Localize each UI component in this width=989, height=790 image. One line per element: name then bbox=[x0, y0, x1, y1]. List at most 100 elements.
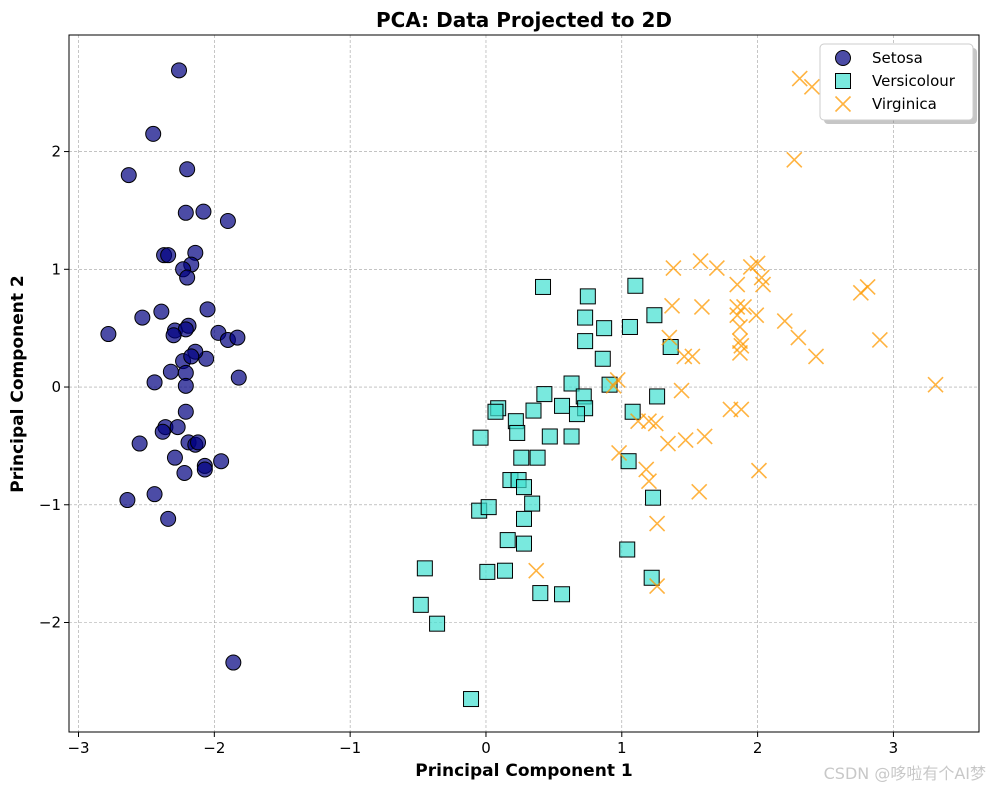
x-axis-ticks: −3 −2 −1 0 1 2 3 bbox=[67, 732, 898, 757]
y-axis-ticks: −2 −1 0 1 2 bbox=[39, 143, 69, 632]
setosa-point bbox=[145, 125, 162, 142]
versicolour-point bbox=[472, 429, 489, 446]
versicolour-point bbox=[516, 510, 532, 527]
versicolour-point bbox=[645, 489, 662, 506]
versicolour-point bbox=[620, 453, 637, 470]
versicolour-point bbox=[525, 402, 542, 419]
virginica-point bbox=[663, 297, 681, 314]
watermark: CSDN @哆啦有个AI梦 bbox=[824, 764, 986, 783]
setosa-point bbox=[146, 486, 163, 503]
x-tick-label: 1 bbox=[617, 739, 627, 757]
setosa-point bbox=[153, 303, 170, 320]
versicolour-point bbox=[429, 615, 446, 632]
versicolour-point bbox=[509, 424, 526, 441]
virginica-point bbox=[677, 431, 694, 449]
versicolour-point bbox=[601, 376, 618, 393]
setosa-point bbox=[225, 654, 242, 671]
virginica-point bbox=[735, 298, 753, 316]
setosa-point bbox=[213, 453, 230, 470]
x-tick-label: −2 bbox=[203, 739, 225, 757]
x-tick-label: −1 bbox=[339, 739, 361, 757]
versicolour-point bbox=[496, 562, 513, 579]
setosa-point bbox=[166, 449, 183, 466]
versicolour-point bbox=[619, 541, 636, 558]
setosa-point bbox=[146, 374, 163, 391]
versicolour-point bbox=[554, 397, 571, 414]
plot-points bbox=[100, 62, 944, 708]
legend-label-versicolour: Versicolour bbox=[872, 72, 956, 90]
virginica-point bbox=[790, 329, 807, 346]
virginica-point bbox=[649, 515, 666, 532]
y-tick-label: 0 bbox=[51, 378, 61, 396]
setosa-point bbox=[177, 204, 194, 221]
versicolour-point bbox=[412, 596, 429, 613]
virginica-point bbox=[754, 276, 772, 293]
setosa-point bbox=[230, 369, 247, 386]
versicolour-point bbox=[513, 449, 530, 466]
setosa-point bbox=[100, 326, 117, 343]
setosa-point bbox=[134, 309, 151, 326]
setosa-point bbox=[177, 403, 194, 420]
virginica-point bbox=[691, 483, 708, 500]
virginica-point bbox=[733, 337, 750, 354]
y-tick-label: −1 bbox=[39, 496, 61, 514]
setosa-point bbox=[177, 377, 194, 394]
setosa-point bbox=[165, 327, 182, 344]
versicolour-point bbox=[416, 560, 433, 577]
virginica-point bbox=[673, 382, 690, 399]
versicolour-point bbox=[563, 428, 580, 445]
virginica-point bbox=[528, 562, 545, 579]
setosa-point bbox=[199, 301, 216, 318]
virginica-point bbox=[684, 348, 701, 365]
setosa-point bbox=[119, 492, 136, 509]
virginica-point bbox=[807, 348, 825, 365]
legend: Setosa Versicolour Virginica bbox=[819, 43, 977, 124]
virginica-point bbox=[733, 401, 750, 418]
versicolour-point bbox=[463, 691, 480, 708]
versicolour-point bbox=[541, 428, 558, 445]
virginica-point bbox=[776, 313, 793, 330]
legend-items: Setosa Versicolour Virginica bbox=[834, 49, 956, 113]
versicolour-point bbox=[579, 288, 596, 305]
setosa-point bbox=[229, 329, 246, 346]
y-tick-label: 1 bbox=[51, 260, 61, 278]
virginica-point bbox=[638, 461, 655, 478]
virginica-point bbox=[630, 413, 647, 430]
versicolour-point bbox=[499, 532, 516, 549]
setosa-point bbox=[154, 423, 171, 440]
versicolour-point bbox=[594, 350, 611, 367]
virginica-point bbox=[803, 78, 821, 95]
versicolour-point bbox=[621, 318, 638, 335]
virginica-point bbox=[871, 331, 888, 349]
versicolour-point bbox=[536, 386, 553, 403]
setosa-point bbox=[160, 510, 177, 527]
x-tick-label: 0 bbox=[481, 739, 491, 757]
virginica-point bbox=[749, 255, 766, 272]
chart-title: PCA: Data Projected to 2D bbox=[376, 8, 672, 32]
setosa-point bbox=[190, 434, 207, 451]
versicolour-point bbox=[577, 333, 594, 350]
plot-frame bbox=[68, 34, 980, 733]
y-tick-label: −2 bbox=[39, 614, 61, 632]
x-tick-label: −3 bbox=[67, 739, 89, 757]
virginica-point bbox=[731, 333, 749, 350]
setosa-point bbox=[171, 62, 188, 79]
virginica-point bbox=[731, 318, 749, 336]
virginica-point bbox=[647, 415, 664, 432]
setosa-point bbox=[183, 348, 200, 365]
versicolour-point bbox=[563, 375, 580, 392]
setosa-point bbox=[162, 363, 179, 380]
virginica-point bbox=[750, 462, 768, 479]
setosa-point bbox=[169, 419, 186, 436]
virginica-point bbox=[605, 377, 622, 394]
virginica-point bbox=[729, 307, 746, 324]
versicolour-point bbox=[643, 569, 660, 586]
versicolour-point bbox=[554, 586, 571, 603]
versicolour-point bbox=[529, 449, 546, 466]
versicolour-point bbox=[524, 495, 541, 512]
versicolour-point bbox=[649, 388, 666, 405]
versicolour-point bbox=[627, 277, 644, 294]
x-tick-label: 3 bbox=[889, 739, 899, 757]
x-axis-label: Principal Component 1 bbox=[415, 761, 632, 781]
virginica-point bbox=[731, 344, 749, 361]
